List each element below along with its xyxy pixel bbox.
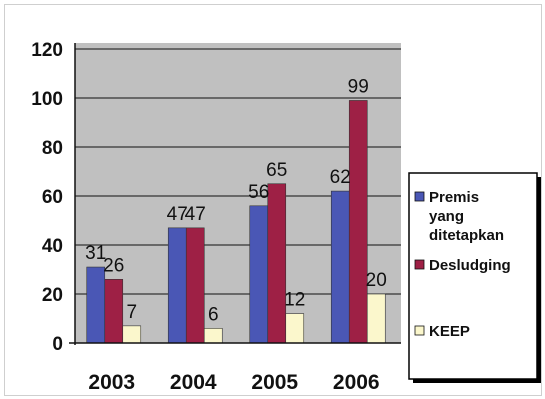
x-tick-label: 2004 — [170, 371, 217, 394]
bar-keep-2006 — [366, 293, 386, 344]
bar-desludging-2004 — [185, 227, 205, 344]
y-tick-label: 0 — [52, 334, 63, 355]
legend-swatch — [414, 191, 425, 202]
y-tick-label: 40 — [42, 236, 63, 257]
bar-premis-2005 — [249, 205, 269, 344]
data-label: 47 — [185, 204, 206, 225]
y-tick-label: 120 — [31, 40, 63, 61]
y-tick-label: 80 — [42, 138, 63, 159]
y-tick-label: 100 — [31, 89, 63, 110]
bar-premis-2006 — [330, 190, 350, 344]
bar-premis-2003 — [86, 266, 106, 344]
x-tick-label: 2003 — [88, 371, 135, 394]
bar-keep-2005 — [285, 313, 305, 344]
data-label: 62 — [330, 167, 351, 188]
legend-entry-text: Desludging — [429, 257, 511, 274]
data-label: 31 — [85, 243, 106, 264]
bar-desludging-2006 — [348, 100, 368, 344]
bar-keep-2003 — [122, 325, 142, 344]
legend — [408, 172, 538, 380]
bar-premis-2004 — [167, 227, 187, 344]
legend-entry-text: Premis — [429, 189, 479, 206]
bar-desludging-2005 — [267, 183, 287, 344]
bar-keep-2004 — [203, 327, 223, 344]
data-label: 99 — [348, 76, 369, 97]
bar-desludging-2003 — [104, 278, 124, 344]
y-tick-label: 60 — [42, 187, 63, 208]
data-label: 26 — [103, 255, 124, 276]
legend-swatch — [414, 259, 425, 270]
data-label: 56 — [248, 182, 269, 203]
data-label: 47 — [167, 204, 188, 225]
legend-swatch — [414, 325, 425, 336]
data-label: 6 — [208, 304, 219, 325]
legend-entry-text: yang — [429, 208, 464, 225]
data-label: 7 — [126, 302, 137, 323]
legend-entry-text: ditetapkan — [429, 227, 504, 244]
data-label: 20 — [366, 270, 387, 291]
legend-entry-text: KEEP — [429, 323, 470, 340]
y-tick-label: 20 — [42, 285, 63, 306]
data-label: 12 — [284, 290, 305, 311]
chart-frame: 0 20 40 60 80 100 120 31 26 7 2003 47 47 6 2004 56 65 12 2… — [4, 4, 542, 396]
x-tick-label: 2006 — [333, 371, 380, 394]
data-label: 65 — [266, 160, 287, 181]
x-tick-label: 2005 — [251, 371, 298, 394]
